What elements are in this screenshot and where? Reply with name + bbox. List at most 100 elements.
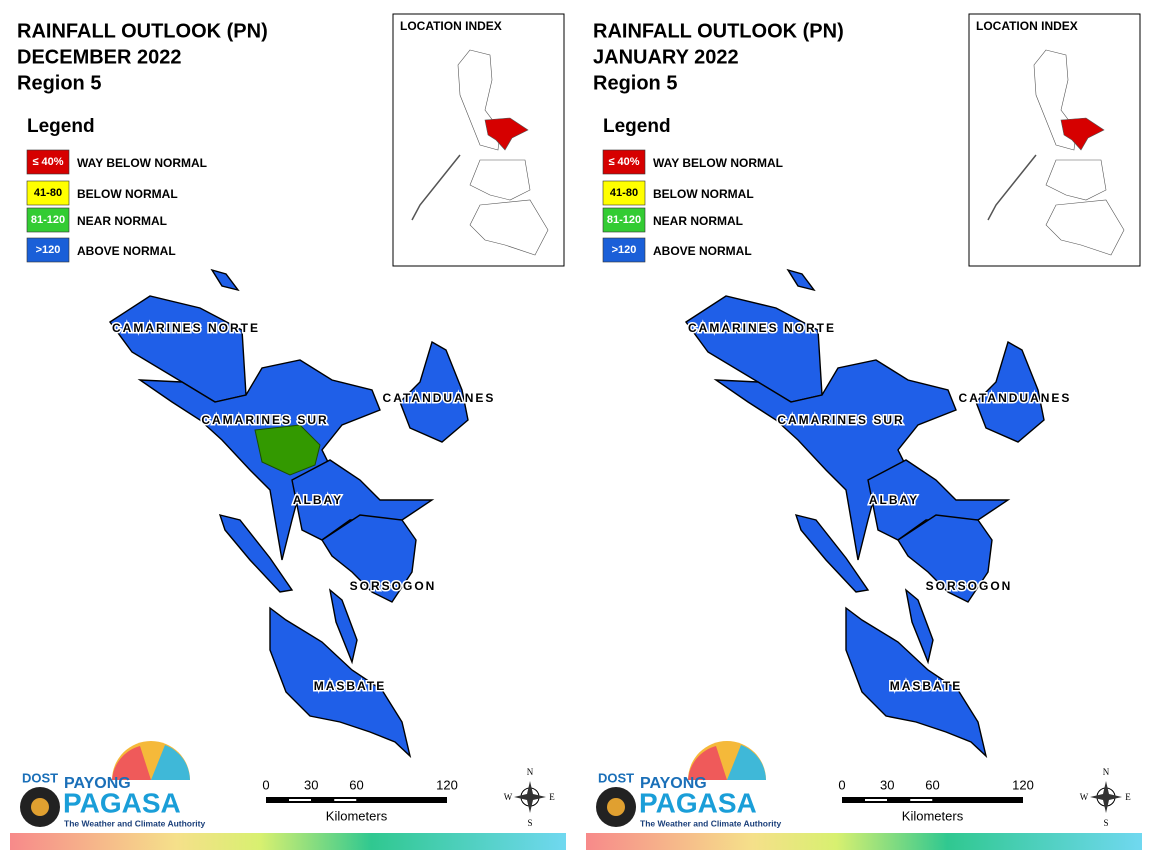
- province-label: ALBAY: [869, 493, 919, 507]
- index-bicol: [484, 117, 529, 151]
- province-area: [269, 606, 412, 759]
- scale-bar: [842, 797, 1023, 803]
- logo-tagline: The Weather and Climate Authority: [64, 818, 205, 828]
- legend-swatch: [26, 149, 70, 175]
- province-area: [845, 606, 988, 759]
- seal-inner: [607, 798, 625, 816]
- scale-unit: Kilometers: [902, 808, 964, 823]
- scale-bar-white: [334, 799, 357, 801]
- legend-swatch: [602, 180, 646, 206]
- legend-swatch: [26, 237, 70, 263]
- province-area: [904, 588, 934, 665]
- province-area: [897, 514, 993, 603]
- title-line: RAINFALL OUTLOOK (PN): [17, 20, 268, 42]
- province-label: MASBATE: [314, 679, 386, 693]
- title-line: RAINFALL OUTLOOK (PN): [593, 20, 844, 42]
- legend-label: ABOVE NORMAL: [653, 244, 752, 258]
- province-area: [218, 514, 294, 593]
- legend-title: Legend: [27, 116, 95, 137]
- compass-star: [1090, 781, 1122, 813]
- compass-e: E: [1125, 792, 1131, 802]
- index-mindanao: [1045, 199, 1125, 256]
- legend-swatch: [602, 207, 646, 233]
- compass-n: N: [527, 767, 534, 777]
- province-label: CAMARINES SUR: [201, 413, 328, 427]
- logo-name: PAGASA: [63, 787, 181, 818]
- scale-tick-label: 0: [262, 777, 269, 792]
- compass-w: W: [504, 792, 513, 802]
- logo-agency: DOST: [22, 770, 58, 785]
- index-palawan: [411, 154, 461, 221]
- scale-tick-label: 0: [838, 777, 845, 792]
- logo-brand: PAYONG: [640, 775, 707, 792]
- province-label: CATANDUANES: [383, 391, 496, 405]
- title-line: DECEMBER 2022: [17, 46, 182, 68]
- scale-unit: Kilometers: [326, 808, 388, 823]
- province-area: [321, 514, 417, 603]
- scale-tick-label: 30: [304, 777, 318, 792]
- scale-tick-label: 60: [925, 777, 939, 792]
- legend-label: BELOW NORMAL: [77, 187, 178, 201]
- title-line: Region 5: [17, 72, 101, 94]
- province-area: [399, 340, 469, 443]
- color-strip: [586, 833, 1142, 850]
- umbrella-right: [727, 745, 766, 780]
- compass-n: N: [1103, 767, 1110, 777]
- legend-range: >120: [612, 244, 637, 256]
- seal-inner: [31, 798, 49, 816]
- panel: RAINFALL OUTLOOK (PN) JANUARY 2022 Region …: [586, 13, 1142, 850]
- umbrella-left: [688, 746, 727, 780]
- province-label: ALBAY: [293, 493, 343, 507]
- legend-label: WAY BELOW NORMAL: [653, 156, 783, 170]
- scale-tick-label: 60: [349, 777, 363, 792]
- scale-bar-white: [910, 799, 933, 801]
- legend-swatch: [26, 207, 70, 233]
- legend-range: 81-120: [31, 214, 65, 226]
- near-normal-area: [254, 424, 321, 476]
- province-area: [210, 268, 240, 292]
- index-bicol: [1060, 117, 1105, 151]
- legend-label: NEAR NORMAL: [77, 214, 167, 228]
- logo-brand: PAYONG: [64, 775, 131, 792]
- umbrella-left: [112, 746, 151, 780]
- legend-range: >120: [36, 244, 61, 256]
- province-label: CAMARINES NORTE: [112, 321, 260, 335]
- province-label: CAMARINES NORTE: [688, 321, 836, 335]
- compass-star: [514, 781, 546, 813]
- legend-label: NEAR NORMAL: [653, 214, 743, 228]
- title-line: Region 5: [593, 72, 677, 94]
- legend-range: 81-120: [607, 214, 641, 226]
- index-visayas: [469, 159, 531, 201]
- title-line: JANUARY 2022: [593, 46, 739, 68]
- location-index-title: LOCATION INDEX: [400, 19, 502, 33]
- scale-bar-white: [289, 799, 311, 801]
- compass-s: S: [527, 818, 532, 828]
- legend-swatch: [602, 237, 646, 263]
- logo-name: PAGASA: [639, 787, 757, 818]
- province-area: [975, 340, 1045, 443]
- legend-swatch: [26, 180, 70, 206]
- index-visayas: [1045, 159, 1107, 201]
- compass-s: S: [1103, 818, 1108, 828]
- scale-tick-label: 120: [436, 777, 458, 792]
- legend-swatch: [602, 149, 646, 175]
- compass-w: W: [1080, 792, 1089, 802]
- legend-range: 41-80: [34, 187, 62, 199]
- province-label: SORSOGON: [350, 579, 437, 593]
- legend-range: ≤ 40%: [32, 156, 63, 168]
- panel: RAINFALL OUTLOOK (PN) DECEMBER 2022 Region…: [10, 13, 566, 850]
- province-label: CATANDUANES: [959, 391, 1072, 405]
- logo-tagline: The Weather and Climate Authority: [640, 818, 781, 828]
- color-strip: [10, 833, 566, 850]
- legend-title: Legend: [603, 116, 671, 137]
- province-label: CAMARINES SUR: [777, 413, 904, 427]
- scale-tick-label: 30: [880, 777, 894, 792]
- scale-tick-label: 120: [1012, 777, 1034, 792]
- province-area: [786, 268, 816, 292]
- umbrella-right: [151, 745, 190, 780]
- legend-label: WAY BELOW NORMAL: [77, 156, 207, 170]
- legend-label: BELOW NORMAL: [653, 187, 754, 201]
- province-area: [328, 588, 358, 665]
- province-area: [794, 514, 870, 593]
